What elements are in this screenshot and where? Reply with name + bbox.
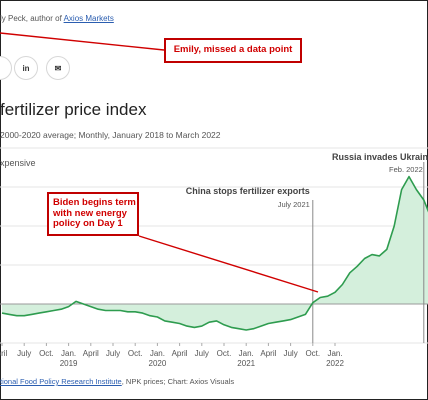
email-icon[interactable]: ✉ xyxy=(46,56,70,80)
byline: ly Peck, author of Axios Markets xyxy=(0,14,114,23)
baseline-label: xpensive xyxy=(0,158,36,168)
email-icon-glyph: ✉ xyxy=(54,63,62,73)
annotation-arrow-emily xyxy=(0,32,165,51)
annotation-emily-missed-data-point: Emily, missed a data point xyxy=(164,38,302,63)
x-tick-label: July xyxy=(195,349,209,358)
source-suffix: , NPK prices; Chart: Axios Visuals xyxy=(121,377,235,386)
x-tick-label: Oct. xyxy=(305,349,320,358)
annotation-arrow-biden xyxy=(138,235,319,293)
chart-source: tional Food Policy Research Institute, N… xyxy=(0,377,234,386)
x-tick-label: April xyxy=(260,349,276,358)
x-tick-year-label: 2022 xyxy=(326,359,344,368)
x-tick-label: Jan. xyxy=(150,349,165,358)
chart-subtitle: 2000-2020 average; Monthly, January 2018… xyxy=(0,130,221,140)
author-link[interactable]: Axios Markets xyxy=(63,14,114,23)
price-line xyxy=(1,175,428,331)
event-date-china: July 2021 xyxy=(278,200,310,209)
x-tick-year-label: 2021 xyxy=(237,359,255,368)
chart-title: fertilizer price index xyxy=(0,100,147,119)
x-tick-label: April xyxy=(83,349,99,358)
x-tick-label: July xyxy=(106,349,120,358)
event-label-china: China stops fertilizer exports xyxy=(186,186,310,196)
event-label-russia: Russia invades Ukraine xyxy=(332,152,428,162)
x-tick-label: April xyxy=(172,349,188,358)
event-date-russia: Feb. 2022 xyxy=(389,165,423,174)
source-link[interactable]: tional Food Policy Research Institute xyxy=(0,377,122,386)
x-tick-label: July xyxy=(17,349,31,358)
x-tick-label: Jan. xyxy=(239,349,254,358)
x-tick-label: pril xyxy=(0,349,8,358)
annotation-biden-begins-term: Biden begins term with new energy policy… xyxy=(47,192,139,236)
x-tick-year-label: 2020 xyxy=(149,359,167,368)
x-tick-label: July xyxy=(283,349,297,358)
x-tick-label: Oct. xyxy=(39,349,54,358)
x-tick-label: Jan. xyxy=(327,349,342,358)
x-tick-year-label: 2019 xyxy=(60,359,78,368)
x-tick-label: Oct. xyxy=(217,349,232,358)
linkedin-icon-text: in xyxy=(22,63,30,73)
byline-prefix: ly Peck, author of xyxy=(0,14,64,23)
linkedin-icon[interactable]: in xyxy=(14,56,38,80)
x-tick-label: Oct. xyxy=(128,349,143,358)
x-tick-label: Jan. xyxy=(61,349,76,358)
